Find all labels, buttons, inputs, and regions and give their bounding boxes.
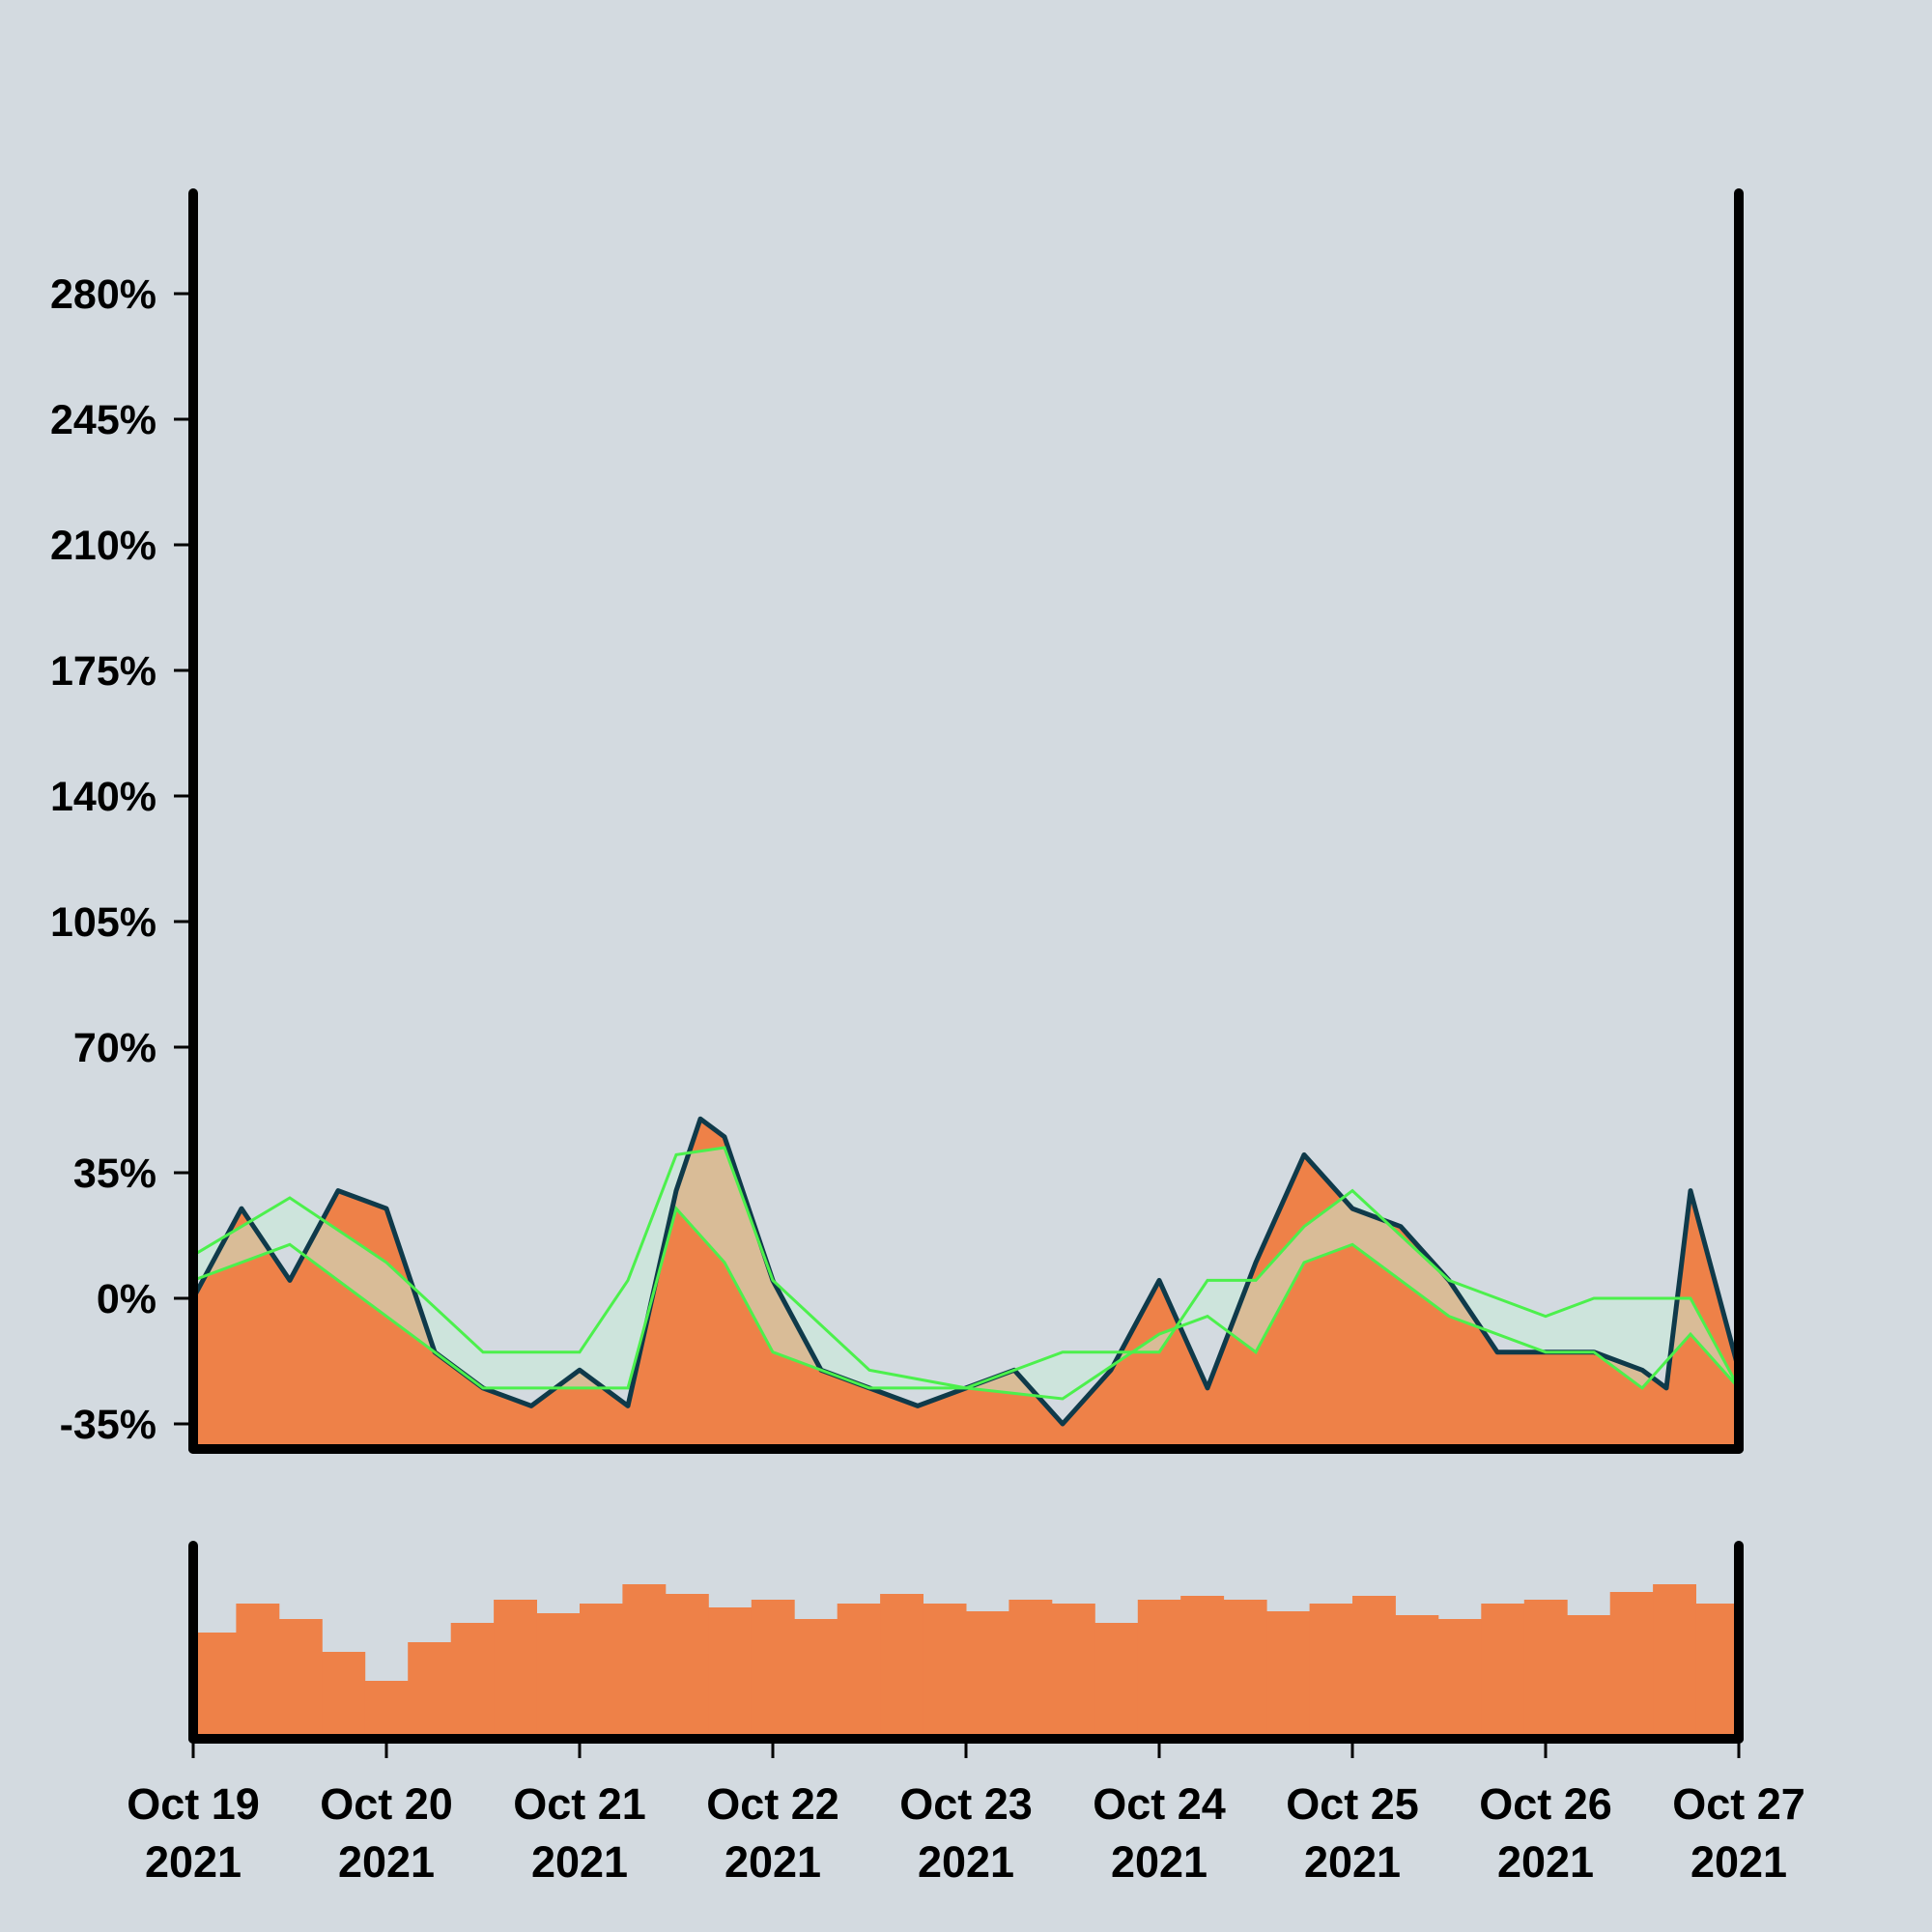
- x-axis: Oct 19 2021 Oct 20 2021 Oct 21 2021 Oct 22 2021…: [127, 1739, 1805, 1887]
- y-tick-label: 245%: [50, 397, 156, 443]
- volume-bar: [923, 1604, 967, 1739]
- y-tick-label: 35%: [73, 1151, 156, 1197]
- volume-bar: [1309, 1604, 1353, 1739]
- volume-bar: [193, 1633, 237, 1739]
- x-tick-year-label: 2021: [1690, 1837, 1787, 1887]
- y-tick-label: 210%: [50, 523, 156, 569]
- y-tick-label: 280%: [50, 271, 156, 318]
- volume-bar: [1352, 1596, 1396, 1739]
- y-tick-label: 140%: [50, 774, 156, 820]
- volume-bar: [494, 1600, 537, 1739]
- volume-bar: [278, 1619, 323, 1739]
- volume-bar: [450, 1623, 495, 1739]
- volume-bar: [322, 1652, 366, 1739]
- x-tick-year-label: 2021: [338, 1837, 435, 1887]
- volume-bar: [536, 1613, 581, 1739]
- volume-bar: [1567, 1615, 1611, 1739]
- volume-bar: [580, 1604, 623, 1739]
- x-tick-label: Oct 19: [127, 1779, 260, 1829]
- volume-bar: [880, 1594, 923, 1739]
- volume-bar: [1609, 1592, 1654, 1739]
- volume-bar: [665, 1594, 709, 1739]
- x-tick-year-label: 2021: [918, 1837, 1014, 1887]
- volume-bar: [622, 1584, 667, 1739]
- y-tick-label: 70%: [73, 1025, 156, 1071]
- x-tick-label: Oct 25: [1286, 1779, 1419, 1829]
- x-tick-year-label: 2021: [1304, 1837, 1401, 1887]
- x-tick-year-label: 2021: [1111, 1837, 1208, 1887]
- volume-bar: [1653, 1584, 1696, 1739]
- x-tick-label: Oct 24: [1093, 1779, 1226, 1829]
- x-tick-label: Oct 23: [899, 1779, 1033, 1829]
- volume-bar: [1223, 1600, 1267, 1739]
- volume-bar: [1481, 1604, 1525, 1739]
- volume-bar: [1009, 1600, 1053, 1739]
- x-tick-label: Oct 26: [1479, 1779, 1612, 1829]
- x-tick-year-label: 2021: [1497, 1837, 1594, 1887]
- volume-bar: [1051, 1604, 1095, 1739]
- y-tick-label: -35%: [60, 1402, 156, 1448]
- volume-bar: [1695, 1604, 1740, 1739]
- y-axis: -35% 0% 35% 70% 105% 140% 175% 210% 245% 280%: [50, 271, 193, 1448]
- volume-bar: [236, 1604, 280, 1739]
- volume-bar: [1266, 1611, 1310, 1739]
- volume-bar: [966, 1611, 1009, 1739]
- volume-bar: [837, 1604, 881, 1739]
- x-tick-label: Oct 27: [1672, 1779, 1805, 1829]
- volume-bar: [794, 1619, 838, 1739]
- volume-bar: [1137, 1600, 1181, 1739]
- volume-bar: [364, 1681, 409, 1739]
- x-tick-label: Oct 21: [513, 1779, 646, 1829]
- y-tick-label: 105%: [50, 899, 156, 946]
- drawdown-area: [193, 1119, 1739, 1449]
- volume-bar: [708, 1607, 753, 1739]
- volume-bar: [1437, 1619, 1482, 1739]
- volume-bar: [408, 1642, 452, 1739]
- volume-bar: [1180, 1596, 1225, 1739]
- price-panel: -35% 0% 35% 70% 105% 140% 175% 210% 245% 280%: [50, 271, 1742, 1449]
- volume-bar: [751, 1600, 795, 1739]
- y-tick-label: 175%: [50, 648, 156, 695]
- x-tick-year-label: 2021: [145, 1837, 242, 1887]
- volume-bar: [1523, 1600, 1568, 1739]
- axes-frames: [188, 188, 1744, 1744]
- envelope-lower-line: [192, 1206, 1741, 1401]
- x-tick-label: Oct 22: [706, 1779, 839, 1829]
- x-tick-label: Oct 20: [320, 1779, 453, 1829]
- volume-bar: [1094, 1623, 1139, 1739]
- volume-panel: [193, 1584, 1740, 1739]
- x-tick-year-label: 2021: [531, 1837, 628, 1887]
- volume-bar: [1395, 1615, 1439, 1739]
- envelope-upper-line: [192, 1146, 1741, 1390]
- y-tick-label: 0%: [97, 1276, 156, 1322]
- x-tick-year-label: 2021: [724, 1837, 821, 1887]
